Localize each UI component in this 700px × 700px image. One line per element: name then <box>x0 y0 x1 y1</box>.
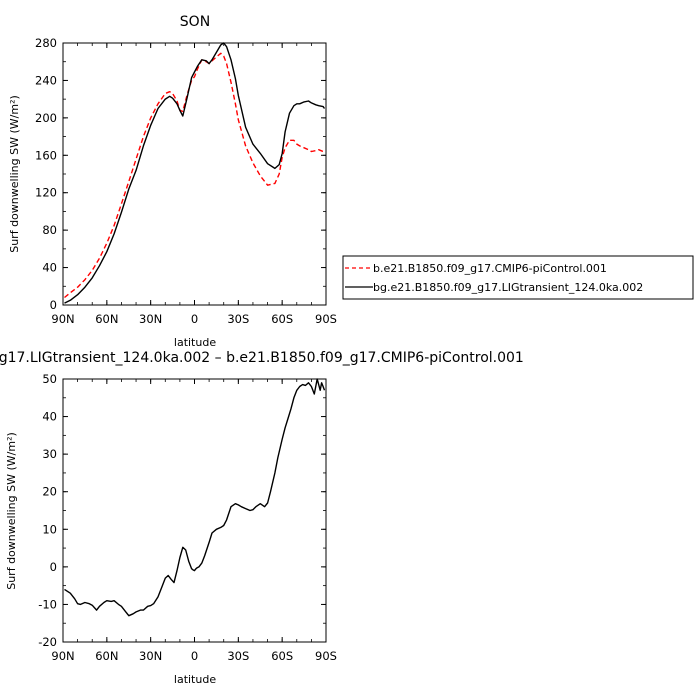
bottom-x-tick-label: 30S <box>227 649 249 663</box>
top-x-tick-label: 60S <box>271 312 293 326</box>
bottom-x-axis-label: latitude <box>174 673 216 686</box>
bottom-plot-frame <box>62 378 327 643</box>
bottom-y-tick-label: 40 <box>42 410 57 424</box>
bottom-x-ticks: 90N 60N 30N 0 30S 60S 90S <box>51 379 337 663</box>
top-y-ticks: 0 40 80 120 160 200 240 280 <box>35 36 326 312</box>
top-x-tick-label: 30N <box>139 312 162 326</box>
top-x-ticks: 90N 60N 30N 0 30S 60S 90S <box>51 43 337 326</box>
bottom-x-tick-label: 90N <box>51 649 74 663</box>
bottom-y-axis-label: Surf downwelling SW (W/m²) <box>5 432 18 590</box>
top-y-tick-label: 280 <box>35 36 57 50</box>
bottom-y-tick-label: -20 <box>38 635 57 649</box>
bottom-x-tick-label: 60S <box>271 649 293 663</box>
bottom-y-tick-label: 10 <box>42 522 57 536</box>
top-y-tick-label: 0 <box>50 298 57 312</box>
bottom-chart-title: bg.e21.B1850.f09_g17.LIGtransient_124.0k… <box>0 350 524 366</box>
bottom-x-tick-label: 60N <box>95 649 118 663</box>
top-x-tick-label: 90N <box>51 312 74 326</box>
top-series-lines <box>64 42 326 304</box>
top-chart-title: SON <box>180 14 210 30</box>
bottom-y-tick-label: 30 <box>42 447 57 461</box>
top-y-tick-label: 160 <box>35 148 57 162</box>
bottom-chart: bg.e21.B1850.f09_g17.LIGtransient_124.0k… <box>0 350 524 686</box>
top-chart: SON 90N 60N 30N 0 30S 60S 90S 0 40 80 120 160 200 24… <box>8 14 337 349</box>
top-series-line-1 <box>64 42 326 304</box>
top-x-axis-label: latitude <box>174 336 216 349</box>
bottom-y-tick-label: 50 <box>42 372 57 386</box>
top-x-tick-label: 90S <box>315 312 337 326</box>
bottom-series-lines <box>64 378 326 617</box>
bottom-y-tick-label: 20 <box>42 485 57 499</box>
bottom-x-tick-label: 90S <box>315 649 337 663</box>
top-x-tick-label: 30S <box>227 312 249 326</box>
bottom-y-tick-label: -10 <box>38 597 57 611</box>
top-plot-frame <box>62 42 327 306</box>
top-y-tick-label: 200 <box>35 111 57 125</box>
top-y-tick-label: 40 <box>42 261 57 275</box>
top-series-line-0 <box>64 52 325 299</box>
bottom-y-tick-label: 0 <box>50 560 57 574</box>
bottom-y-ticks: -20 -10 0 10 20 30 40 50 <box>38 372 326 649</box>
legend-box <box>342 255 694 300</box>
bottom-x-tick-label: 0 <box>191 649 198 663</box>
bottom-x-tick-label: 30N <box>139 649 162 663</box>
top-y-axis-label: Surf downwelling SW (W/m²) <box>8 95 21 253</box>
top-y-tick-label: 240 <box>35 73 57 87</box>
top-y-tick-label: 80 <box>42 223 57 237</box>
top-x-tick-label: 60N <box>95 312 118 326</box>
legend-label-picontrol: b.e21.B1850.f09_g17.CMIP6-piControl.001 <box>373 262 607 275</box>
top-x-tick-label: 0 <box>191 312 198 326</box>
top-y-tick-label: 120 <box>35 186 57 200</box>
bottom-series-line-0 <box>64 378 326 617</box>
legend: b.e21.B1850.f09_g17.CMIP6-piControl.001 … <box>342 255 694 300</box>
legend-label-ligtransient: bg.e21.B1850.f09_g17.LIGtransient_124.0k… <box>373 281 643 294</box>
